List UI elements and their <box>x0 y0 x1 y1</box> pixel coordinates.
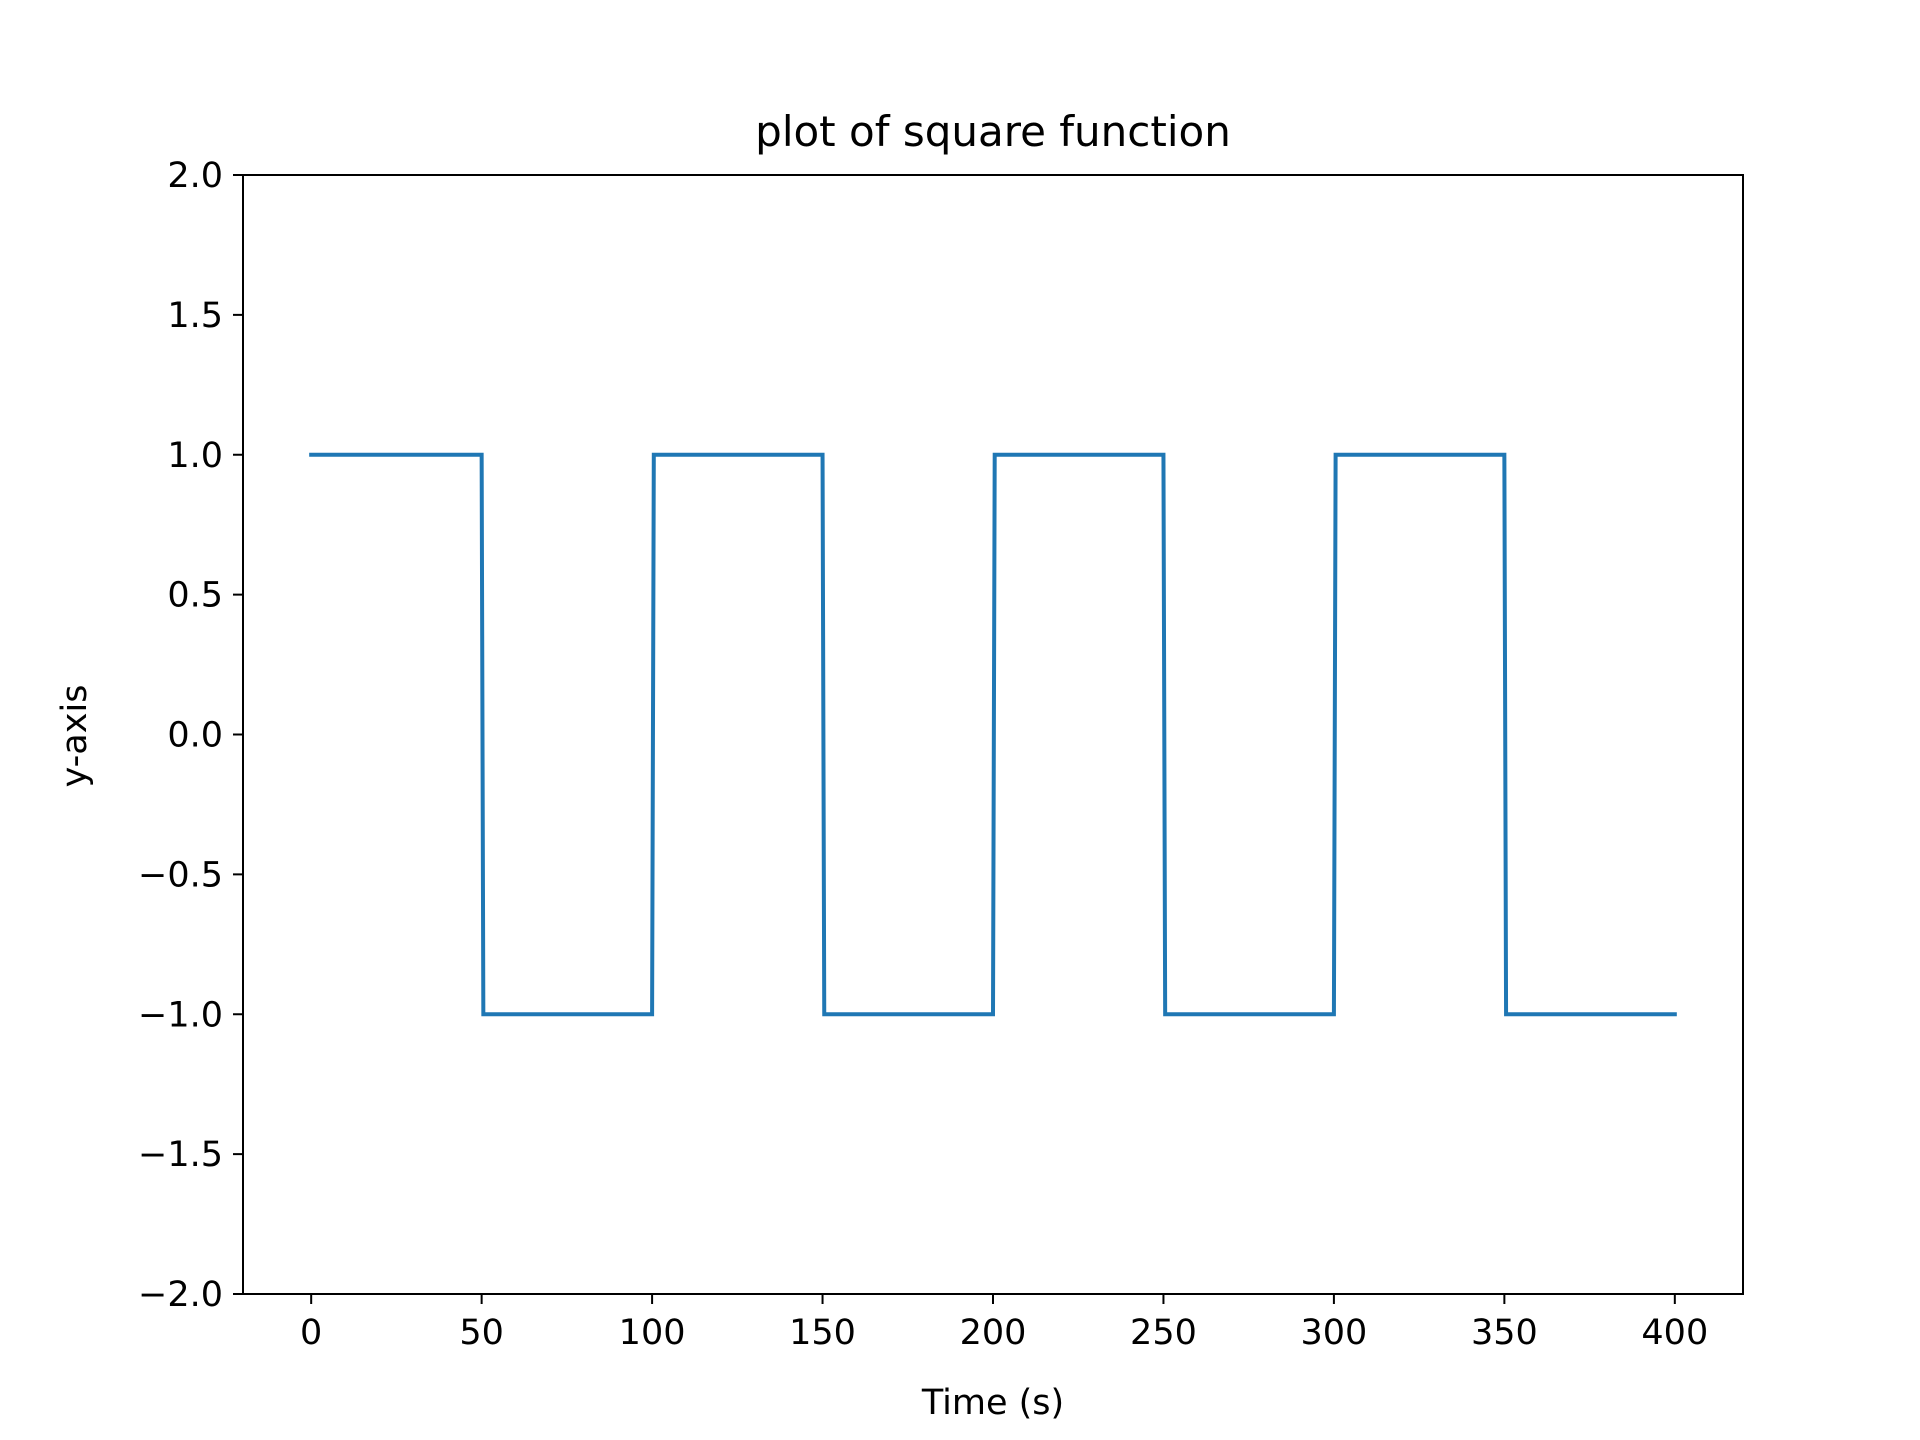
y-tick-label-4: 0.0 <box>167 716 223 756</box>
x-tick-label-2: 100 <box>619 1313 686 1353</box>
chart-title: plot of square function <box>755 107 1231 156</box>
y-tick-label-2: −1.0 <box>138 995 223 1035</box>
series-line-0 <box>309 452 1677 1017</box>
y-tick-label-1: −1.5 <box>138 1135 223 1175</box>
x-tick-label-4: 200 <box>960 1313 1027 1353</box>
x-tick-label-1: 50 <box>459 1313 504 1353</box>
y-tick-label-3: −0.5 <box>138 855 223 895</box>
y-tick-label-8: 2.0 <box>167 156 223 196</box>
y-tick-label-6: 1.0 <box>167 436 223 476</box>
y-tick-label-7: 1.5 <box>167 296 223 336</box>
y-tick-label-0: −2.0 <box>138 1275 223 1315</box>
x-tick-label-5: 250 <box>1130 1313 1197 1353</box>
x-tick-label-3: 150 <box>789 1313 856 1353</box>
x-tick-label-7: 350 <box>1471 1313 1538 1353</box>
y-axis-label: y-axis <box>55 685 95 788</box>
y-axis: −2.0 −1.5 −1.0 −0.5 0.0 0.5 1.0 1.5 2.0 <box>138 156 243 1315</box>
x-tick-label-8: 400 <box>1641 1313 1708 1353</box>
x-tick-label-6: 300 <box>1301 1313 1368 1353</box>
x-axis: 0 50 100 150 200 250 300 350 400 <box>300 1294 1708 1353</box>
y-tick-label-5: 0.5 <box>167 576 223 616</box>
x-tick-label-0: 0 <box>300 1313 322 1353</box>
x-axis-label: Time (s) <box>921 1383 1064 1423</box>
